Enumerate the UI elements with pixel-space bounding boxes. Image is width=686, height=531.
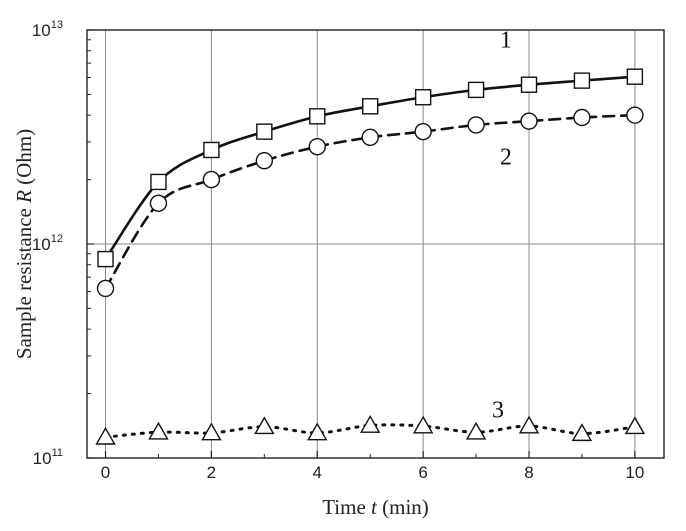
marker-series-2 <box>308 137 326 156</box>
marker-series-3 <box>465 421 487 440</box>
x-axis-title-prefix: Time <box>322 495 371 519</box>
y-axis-title-prefix: Sample resistance <box>12 203 36 359</box>
y-axis-title-variable: R <box>12 190 36 204</box>
marker-series-2 <box>202 170 221 189</box>
y-tick-label: 1012 <box>32 233 63 254</box>
marker-series-1 <box>467 81 485 99</box>
grid-lines <box>87 29 664 459</box>
marker-series-2 <box>626 106 644 124</box>
y-tick-label-exponent: 11 <box>52 447 63 459</box>
x-axis-title-variable: t <box>371 495 378 519</box>
y-tick-label-base: 10 <box>32 235 51 254</box>
y-tick-label: 1013 <box>32 19 63 40</box>
marker-series-1 <box>203 141 220 159</box>
x-tick-label: 0 <box>101 463 110 482</box>
marker-series-3 <box>307 422 328 441</box>
marker-series-1 <box>97 250 114 268</box>
curve-label-2: 2 <box>500 145 512 171</box>
y-tick-label-base: 10 <box>32 21 51 40</box>
marker-series-1 <box>573 72 591 89</box>
marker-series-1 <box>626 68 644 85</box>
marker-series-2 <box>414 122 432 141</box>
marker-series-1 <box>256 123 273 140</box>
marker-series-2 <box>149 194 168 212</box>
x-tick-label: 10 <box>625 463 644 482</box>
x-tick-label: 8 <box>524 463 533 482</box>
marker-series-3 <box>518 415 540 434</box>
marker-series-1 <box>309 108 326 125</box>
marker-series-3 <box>201 422 222 441</box>
curve-series-3 <box>104 423 637 439</box>
marker-series-1 <box>520 76 538 93</box>
y-tick-label: 1011 <box>33 447 63 468</box>
x-tick-label: 6 <box>418 463 427 482</box>
marker-series-3 <box>254 416 275 435</box>
marker-series-3 <box>95 426 116 445</box>
curve-label-1: 1 <box>500 27 512 53</box>
y-tick-label-exponent: 13 <box>51 19 63 31</box>
marker-series-1 <box>150 173 167 191</box>
x-tick-label: 2 <box>207 463 216 482</box>
marker-series-2 <box>520 112 538 130</box>
marker-series-1 <box>414 89 432 106</box>
x-tick-label: 4 <box>313 463 322 482</box>
marker-series-2 <box>467 116 485 134</box>
marker-series-2 <box>96 279 115 298</box>
marker-series-2 <box>361 128 379 147</box>
x-axis-title-suffix: (min) <box>377 495 429 519</box>
marker-series-1 <box>362 98 379 115</box>
y-tick-label-base: 10 <box>33 449 52 468</box>
data-markers <box>95 68 646 445</box>
curve-series-2 <box>104 113 637 290</box>
marker-series-3 <box>360 414 381 433</box>
marker-series-3 <box>624 416 646 435</box>
marker-series-2 <box>573 108 591 127</box>
marker-series-3 <box>571 423 593 442</box>
marker-series-2 <box>255 152 274 170</box>
y-axis-title: Sample resistance R (Ohm) <box>12 129 36 359</box>
y-tick-label-exponent: 12 <box>51 233 63 245</box>
y-axis-title-suffix: (Ohm) <box>12 129 36 190</box>
curve-label-3: 3 <box>492 397 504 423</box>
marker-series-3 <box>412 415 434 434</box>
x-axis-title: Time t (min) <box>322 495 429 519</box>
marker-series-3 <box>148 421 169 440</box>
